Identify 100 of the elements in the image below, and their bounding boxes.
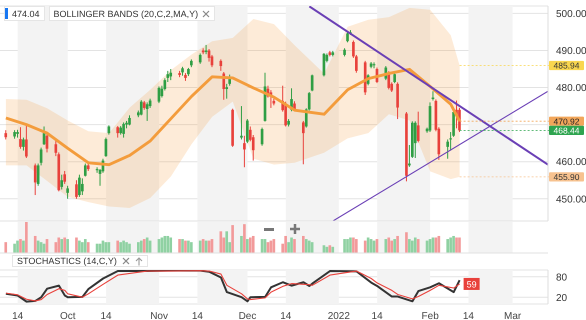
bar [36, 240, 40, 253]
bar [260, 239, 264, 253]
bar [390, 240, 394, 253]
bar [366, 238, 370, 253]
bar [393, 239, 396, 253]
y-tick-label: 480.00 [556, 83, 586, 94]
candlestick [243, 135, 246, 168]
x-tick-label: Dec [238, 311, 256, 320]
bar [190, 242, 193, 253]
annotation: 485.94 [554, 60, 580, 71]
candlestick [158, 86, 160, 104]
bar [104, 242, 108, 253]
bar [322, 245, 326, 253]
bar [160, 238, 164, 253]
bar [446, 239, 450, 253]
bar [355, 239, 358, 253]
bar [352, 238, 355, 253]
bar [302, 236, 305, 253]
y-tick-label: 20 [556, 292, 568, 304]
candlestick [260, 127, 264, 146]
bar [16, 240, 19, 253]
candlestick [75, 180, 78, 200]
bar [86, 242, 90, 253]
candlestick [46, 133, 48, 153]
bar [434, 238, 438, 253]
bar [266, 242, 270, 253]
y-tick-label: 450.00 [556, 194, 586, 206]
candlestick [25, 124, 28, 158]
x-tick-label: 14 [12, 311, 24, 320]
bar [184, 240, 187, 253]
bar [119, 242, 122, 253]
bar [202, 239, 204, 253]
bar [140, 240, 143, 253]
line-series [4, 68, 462, 166]
candlestick [396, 82, 399, 120]
chart-title: STOCHASTICS (14,C,Y) [17, 256, 117, 266]
candlestick [81, 178, 84, 196]
candlestick [346, 31, 349, 43]
bar [372, 240, 376, 253]
bar [219, 231, 222, 253]
bar [370, 239, 372, 253]
bar [137, 242, 140, 253]
bar [455, 238, 458, 253]
candlestick [122, 122, 125, 138]
y-tick-label: 460.00 [556, 157, 586, 168]
bar [396, 236, 399, 253]
bar [452, 236, 455, 253]
candlestick [310, 74, 314, 92]
bar [290, 238, 293, 253]
candlestick [302, 120, 305, 165]
x-tick-label: 14 [192, 311, 204, 320]
bar [63, 238, 66, 253]
candlestick [198, 52, 202, 64]
annotation: 455.90 [554, 172, 580, 182]
candlestick [128, 114, 131, 126]
bar [164, 236, 166, 253]
bar [128, 244, 131, 253]
bar [346, 239, 349, 253]
bar [78, 240, 81, 253]
candlestick [246, 118, 249, 144]
bar [66, 239, 69, 253]
bar [57, 238, 60, 253]
candlestick [4, 130, 8, 140]
bar [46, 239, 48, 253]
bar [60, 239, 64, 253]
candlestick [204, 44, 208, 55]
candlestick [104, 137, 108, 158]
x-tick-label: Nov [150, 311, 168, 320]
candlestick [414, 120, 417, 158]
candlestick [40, 147, 42, 166]
bar [387, 238, 390, 253]
bar [181, 239, 184, 253]
y-tick-label: 490.00 [556, 46, 586, 58]
data-label: 59 [466, 279, 477, 290]
annotation: 468.44 [554, 126, 580, 136]
candlestick [60, 174, 64, 190]
candlestick [225, 83, 228, 100]
bar [81, 242, 84, 253]
candlestick [240, 106, 243, 140]
bar [405, 232, 408, 253]
y-tick-label: 80 [556, 272, 568, 284]
bar [304, 239, 308, 253]
candlestick [169, 68, 172, 81]
candlestick [432, 90, 434, 102]
candlestick [19, 126, 22, 150]
bar [376, 239, 378, 253]
bar [122, 240, 125, 253]
bar [198, 240, 202, 253]
bar [428, 239, 432, 253]
candlestick [219, 58, 222, 72]
bar [96, 244, 98, 253]
x-tick-label: 14 [372, 311, 384, 320]
bar [19, 239, 22, 253]
candlestick [42, 126, 46, 146]
bar [178, 239, 181, 253]
bar [98, 244, 102, 253]
candlestick [116, 126, 120, 138]
bar [284, 236, 287, 253]
bar [34, 236, 37, 253]
y-tick-label: 500.00 [556, 8, 586, 20]
